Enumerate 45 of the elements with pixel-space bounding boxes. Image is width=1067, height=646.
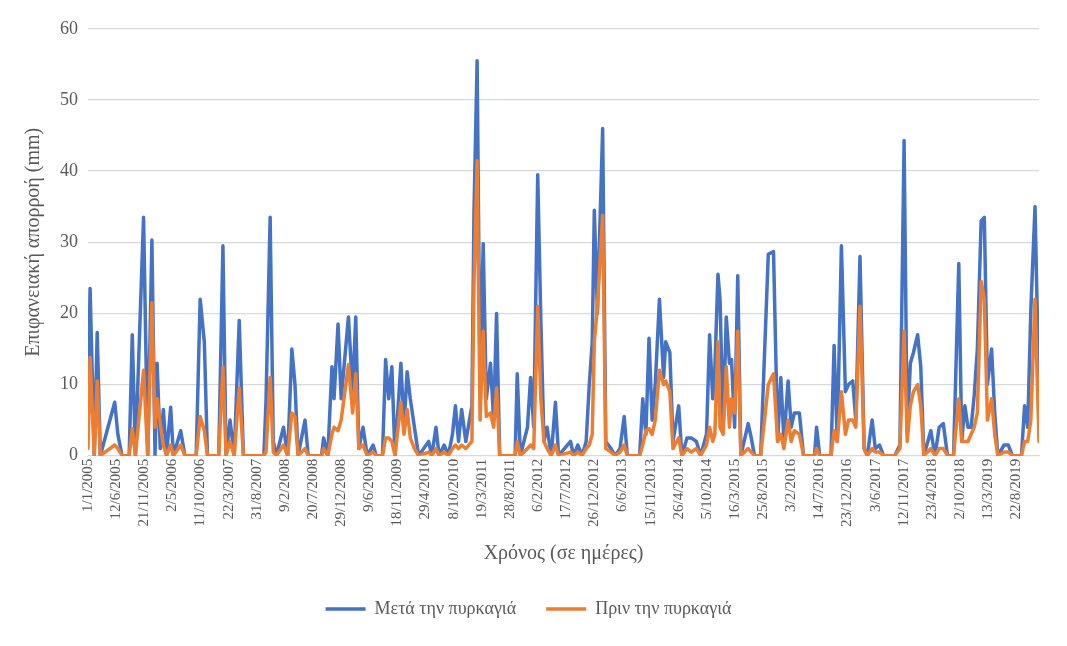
x-tick-label: 31/8/2007 bbox=[247, 458, 264, 520]
x-tick-label: 22/3/2007 bbox=[219, 458, 236, 520]
y-tick-label: 50 bbox=[60, 88, 78, 109]
x-tick-label: 2/5/2006 bbox=[163, 458, 180, 513]
x-tick-label: 18/11/2009 bbox=[388, 458, 405, 527]
x-tick-label: 21/11/2005 bbox=[135, 458, 152, 527]
x-tick-label: 2/10/2018 bbox=[950, 458, 967, 520]
y-axis-title: Επιφανειακή απορροή (mm) bbox=[21, 127, 45, 357]
x-tick-label: 12/11/2017 bbox=[894, 458, 911, 527]
x-tick-label: 9/6/2009 bbox=[360, 458, 377, 513]
x-tick-label: 6/6/2013 bbox=[613, 458, 630, 513]
legend-label: Πριν την πυρκαγιά bbox=[595, 597, 732, 618]
x-tick-label: 15/11/2013 bbox=[641, 458, 658, 527]
x-tick-label: 11/10/2006 bbox=[191, 458, 208, 527]
x-tick-label: 12/6/2005 bbox=[107, 458, 124, 520]
x-tick-label: 3/2/2016 bbox=[782, 458, 799, 513]
x-tick-label: 23/4/2018 bbox=[922, 458, 939, 520]
x-tick-label: 3/6/2017 bbox=[866, 458, 883, 513]
x-tick-label: 20/7/2008 bbox=[303, 458, 320, 520]
x-tick-label: 1/1/2005 bbox=[78, 458, 95, 513]
x-tick-label: 25/8/2015 bbox=[754, 458, 771, 520]
x-tick-label: 19/3/2011 bbox=[472, 458, 489, 519]
x-tick-label: 29/12/2008 bbox=[332, 458, 349, 528]
x-tick-label: 23/12/2016 bbox=[838, 458, 855, 528]
x-tick-label: 16/3/2015 bbox=[725, 458, 742, 520]
x-tick-label: 5/10/2014 bbox=[697, 458, 714, 520]
x-tick-label: 28/8/2011 bbox=[500, 458, 517, 519]
x-tick-label: 22/8/2019 bbox=[1007, 458, 1024, 520]
y-tick-label: 0 bbox=[69, 444, 78, 465]
x-tick-label: 26/12/2012 bbox=[585, 458, 602, 528]
x-tick-label: 9/2/2008 bbox=[275, 458, 292, 513]
x-axis-title: Χρόνος (σε ημέρες) bbox=[483, 541, 644, 565]
legend-label: Μετά την πυρκαγιά bbox=[374, 597, 517, 618]
y-tick-label: 40 bbox=[60, 159, 78, 180]
y-tick-label: 10 bbox=[60, 373, 78, 394]
x-tick-label: 26/4/2014 bbox=[669, 458, 686, 520]
y-tick-label: 20 bbox=[60, 302, 78, 323]
x-tick-label: 8/10/2010 bbox=[444, 458, 461, 520]
x-tick-label: 6/2/2012 bbox=[529, 458, 545, 513]
y-tick-label: 30 bbox=[60, 230, 78, 251]
x-tick-label: 29/4/2010 bbox=[416, 458, 433, 520]
x-tick-label: 17/7/2012 bbox=[557, 458, 574, 520]
y-tick-label: 60 bbox=[60, 17, 78, 38]
x-tick-label: 14/7/2016 bbox=[810, 458, 827, 520]
x-tick-label: 13/3/2019 bbox=[979, 458, 996, 520]
